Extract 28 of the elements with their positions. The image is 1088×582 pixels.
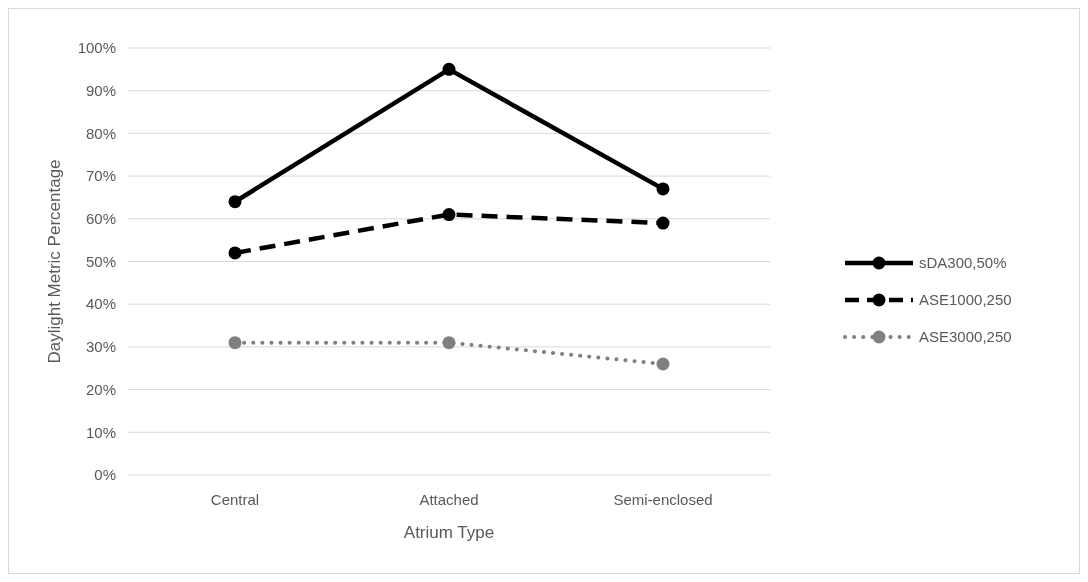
y-axis-title: Daylight Metric Percentage: [45, 159, 64, 364]
point: [228, 336, 242, 350]
point: [656, 182, 670, 196]
point: [442, 62, 456, 76]
point: [442, 208, 456, 222]
point: [656, 216, 670, 230]
x-axis-title: Atrium Type: [403, 523, 495, 542]
point: [656, 357, 670, 371]
x-tick-label: Semi-enclosed: [613, 491, 713, 508]
y-tick-label: 90%: [85, 81, 116, 99]
legend-label: sDA300,50%: [919, 254, 1007, 272]
y-tick-label: 30%: [85, 338, 116, 356]
y-tick-label: 50%: [85, 252, 116, 270]
legend-label: ASE3000,250: [919, 328, 1012, 346]
y-tick-label: 60%: [85, 210, 116, 228]
y-tick-label: 100%: [77, 39, 116, 57]
y-tick-label: 40%: [85, 295, 116, 313]
y-tick-label: 80%: [85, 124, 116, 142]
y-tick-label: 20%: [85, 380, 116, 398]
x-tick-label: Central: [210, 491, 260, 508]
legend-label: ASE1000,250: [919, 291, 1012, 309]
y-tick-label: 10%: [85, 423, 116, 441]
y-tick-label: 70%: [85, 167, 116, 185]
x-tick-label: Attached: [419, 491, 479, 508]
point: [442, 336, 456, 350]
y-tick-label: 0%: [94, 466, 116, 484]
point: [228, 246, 242, 260]
point: [228, 195, 242, 209]
